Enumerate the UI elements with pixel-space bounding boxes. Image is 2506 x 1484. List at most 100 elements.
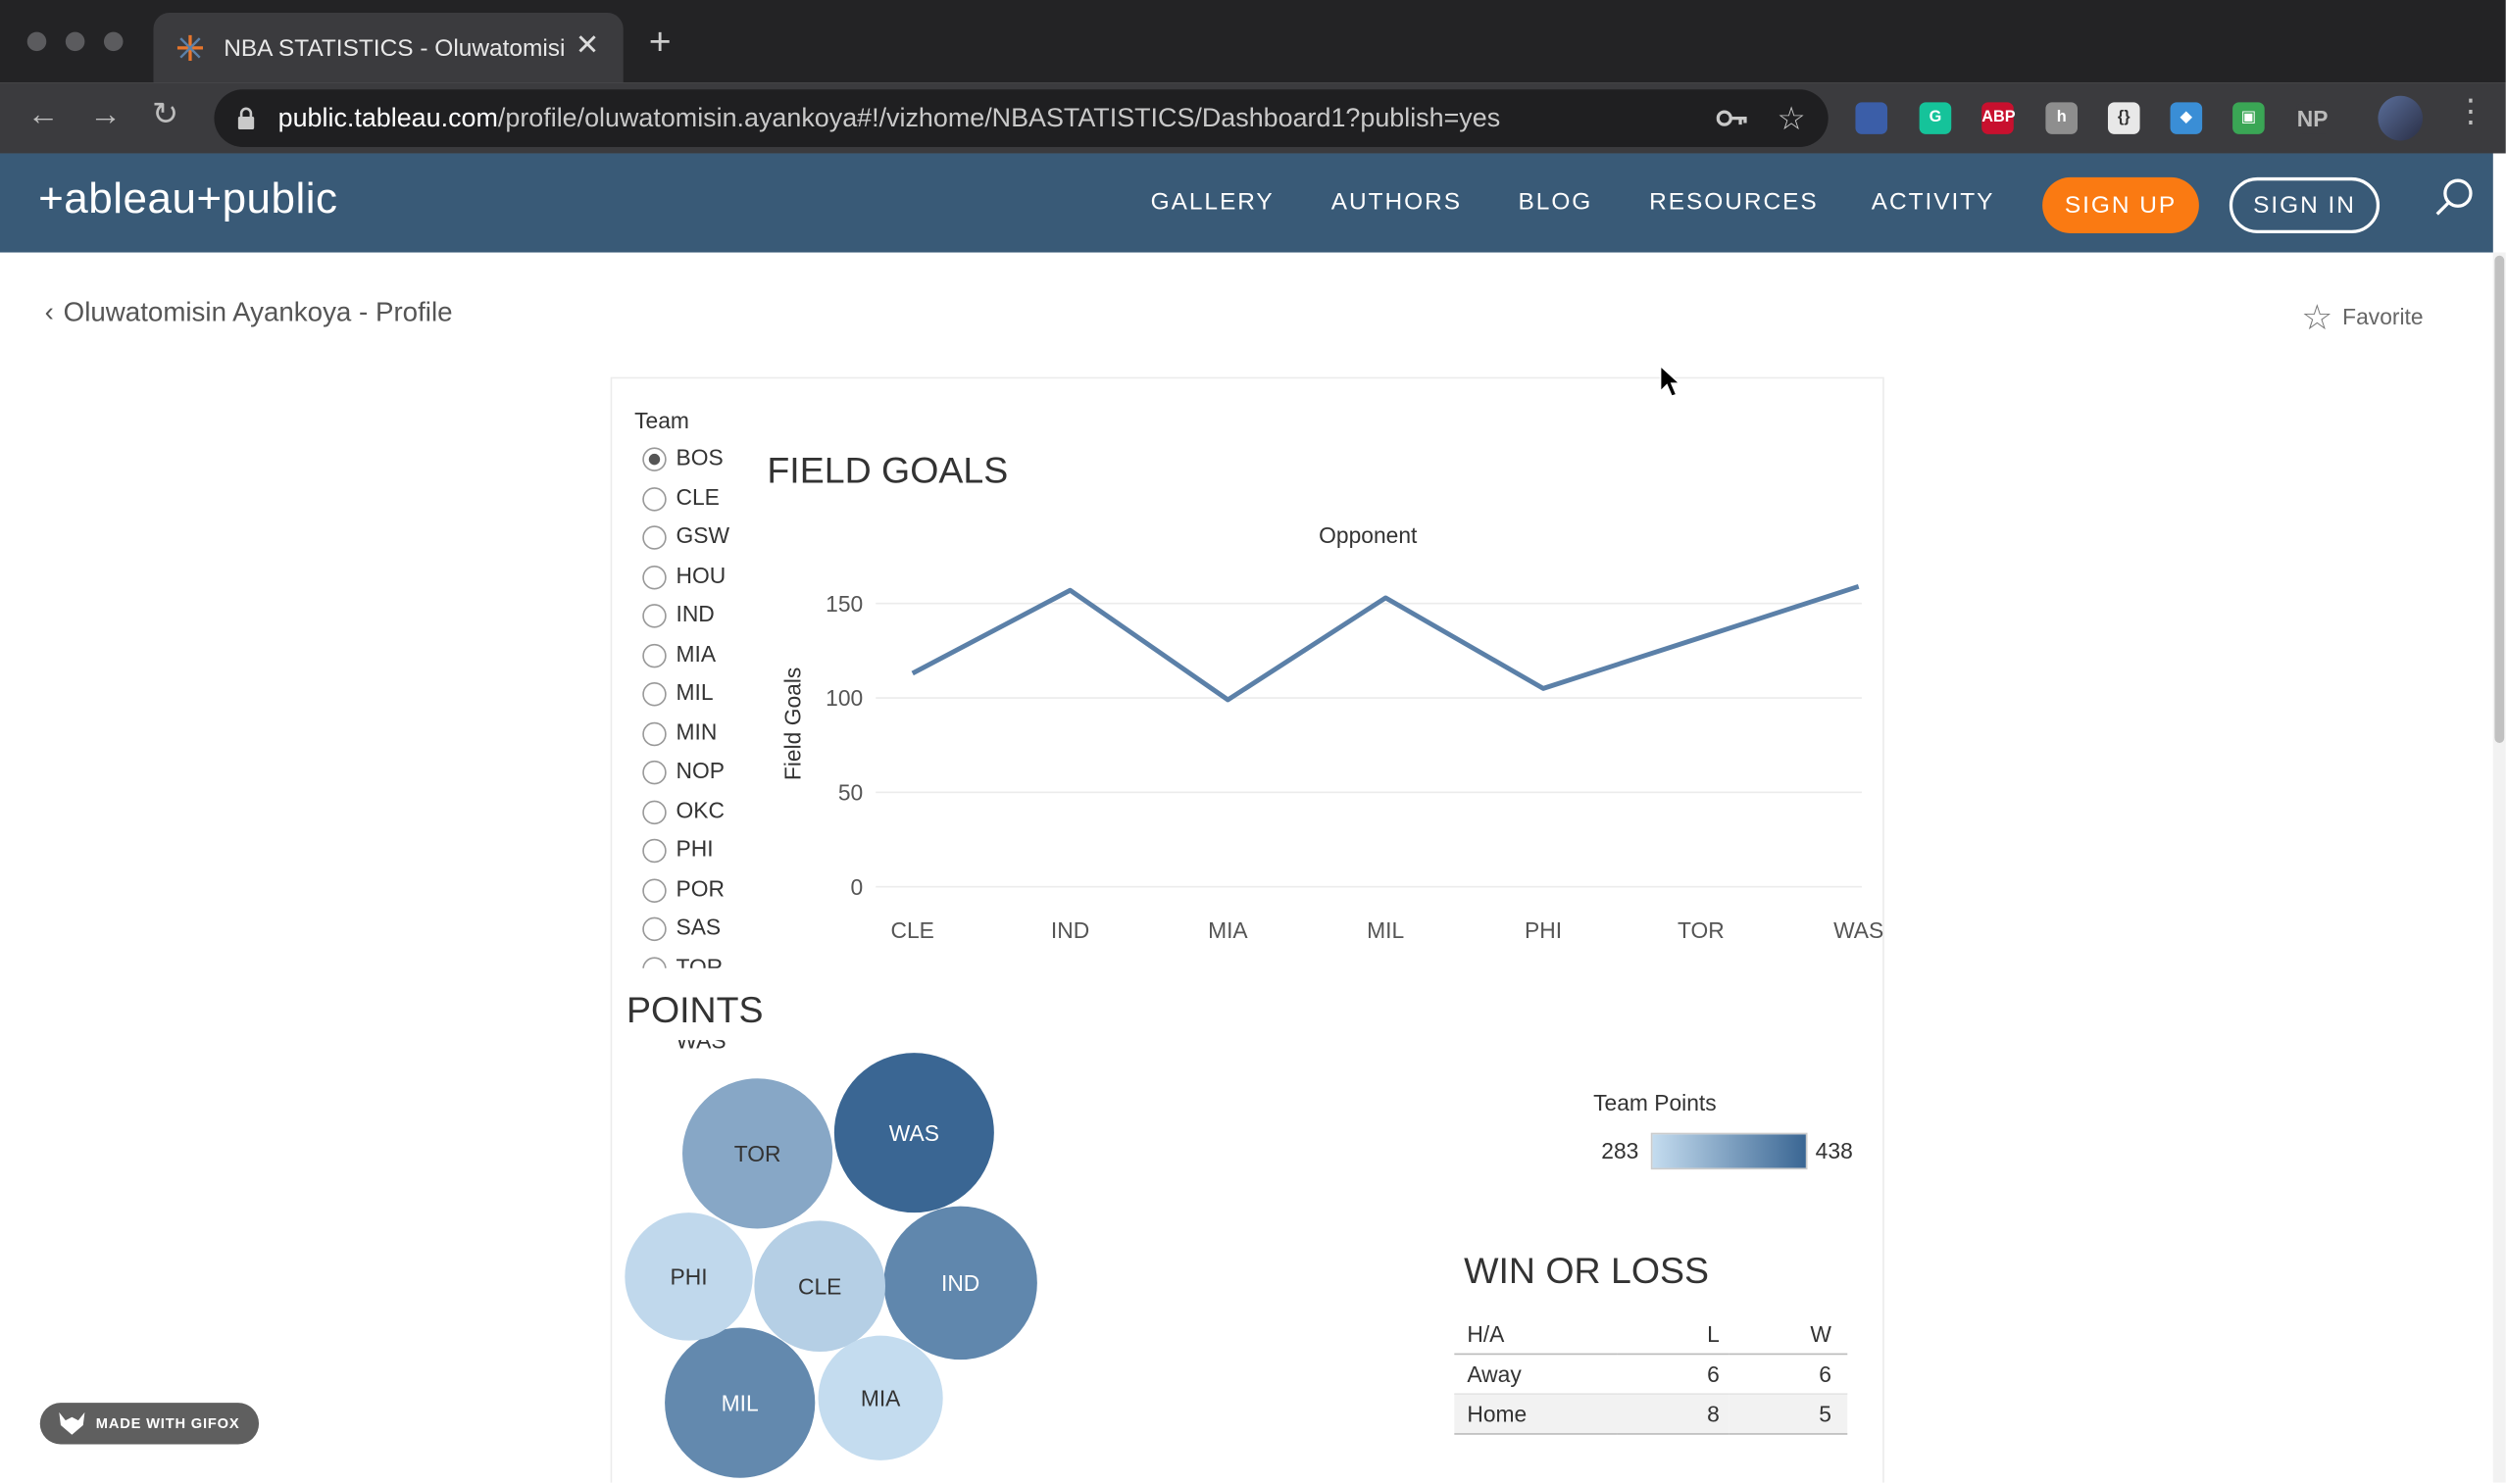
field-goals-chart[interactable]: Opponent Field Goals 0 50 100 150 CLE IND MIA MIL…	[767, 512, 1885, 959]
bubble-mia[interactable]	[818, 1335, 943, 1460]
json-viewer-icon[interactable]: {}	[2107, 102, 2140, 134]
key-icon[interactable]	[1716, 106, 1749, 131]
table-row[interactable]: Away 6 6	[1454, 1354, 1848, 1394]
nav-activity[interactable]: ACTIVITY	[1871, 188, 1995, 217]
tab-close-icon[interactable]: ✕	[575, 28, 600, 61]
data-point-was[interactable]	[1849, 577, 1869, 597]
browser-tab[interactable]: NBA STATISTICS - Oluwatomisin ✕	[153, 13, 624, 83]
tableau-ext-icon[interactable]: h	[2045, 102, 2078, 134]
team-filter-list-tail: WAS	[636, 1040, 748, 1053]
points-bubble-chart[interactable]: WAS IND MIL TOR CLE PHI MIA	[612, 1039, 1059, 1483]
search-icon[interactable]	[2432, 175, 2478, 221]
bubble-cle[interactable]	[754, 1220, 886, 1352]
team-radio-bos[interactable]	[642, 447, 667, 471]
y-axis-label: Field Goals	[780, 668, 806, 780]
window-zoom-button[interactable]	[103, 31, 124, 52]
bubble-label: TOR	[734, 1141, 781, 1166]
team-radio-sas[interactable]	[642, 916, 667, 942]
back-to-profile-link[interactable]: ‹ Oluwatomisin Ayankoya - Profile	[45, 297, 453, 329]
tableau-public-logo[interactable]: +ableau+public	[38, 173, 338, 223]
reload-icon[interactable]: ↻	[151, 97, 179, 133]
points-title: POINTS	[626, 988, 764, 1031]
opponent-axis-label: Opponent	[1319, 522, 1418, 548]
bubble-was[interactable]	[833, 1053, 994, 1213]
data-point-mia[interactable]	[1219, 690, 1238, 710]
profile-avatar[interactable]	[2378, 95, 2424, 141]
favorite-button[interactable]: ☆ Favorite	[2301, 297, 2423, 338]
url-path: /profile/oluwatomisin.ayankoya#!/vizhome…	[497, 103, 1501, 133]
tab-manager-icon[interactable]	[1855, 102, 1888, 134]
x-tick-label: MIL	[1367, 917, 1404, 943]
bubble-label: WAS	[889, 1120, 939, 1146]
field-goals-title: FIELD GOALS	[767, 449, 1009, 491]
bubble-label: PHI	[671, 1264, 708, 1290]
data-point-ind[interactable]	[1061, 580, 1080, 600]
browser-menu-icon[interactable]: ⋮	[2454, 94, 2487, 130]
team-filter-label: Team	[634, 407, 689, 433]
team-points-legend-max: 438	[1815, 1137, 1853, 1163]
bubble-ind[interactable]	[883, 1206, 1037, 1360]
team-points-legend-min: 283	[1601, 1137, 1639, 1163]
y-tick-label: 50	[838, 779, 863, 805]
y-tick-label: 100	[826, 685, 863, 711]
team-radio-mil[interactable]	[642, 682, 667, 707]
fox-icon	[59, 1411, 85, 1435]
sign-up-button[interactable]: SIGN UP	[2042, 176, 2199, 233]
team-radio-tor[interactable]	[642, 956, 667, 968]
nav-gallery[interactable]: GALLERY	[1150, 188, 1275, 217]
x-tick-label: CLE	[891, 917, 934, 943]
adblock-plus-icon[interactable]: ABP	[1981, 102, 2016, 134]
data-point-tor[interactable]	[1691, 628, 1711, 648]
favorite-label: Favorite	[2342, 303, 2424, 329]
header-l: L	[1707, 1320, 1720, 1347]
team-option-label: PHI	[676, 835, 714, 862]
bubble-tor[interactable]	[682, 1078, 833, 1229]
x-tick-label: MIA	[1208, 917, 1248, 943]
sign-in-button[interactable]: SIGN IN	[2229, 176, 2381, 233]
team-radio-mia[interactable]	[642, 643, 667, 668]
data-point-mil[interactable]	[1376, 588, 1395, 608]
grammarly-icon[interactable]: G	[1919, 102, 1952, 134]
team-radio-por[interactable]	[642, 877, 667, 903]
tableau-header: +ableau+public GALLERY AUTHORS BLOG RESO…	[0, 153, 2493, 253]
data-point-phi[interactable]	[1533, 679, 1553, 699]
team-option-label: TOR	[676, 953, 724, 968]
team-radio-ind[interactable]	[642, 604, 667, 628]
team-option-label: OKC	[676, 796, 725, 822]
team-radio-phi[interactable]	[642, 838, 667, 864]
win-loss-table: H/A L W Away 6 6 Home 8 5	[1454, 1314, 1848, 1434]
address-bar[interactable]: public.tableau.com/profile/oluwatomisin.…	[214, 89, 1829, 147]
team-radio-cle[interactable]	[642, 486, 667, 511]
team-radio-nop[interactable]	[642, 760, 667, 785]
bubble-phi[interactable]	[625, 1212, 753, 1341]
team-option-label: WAS	[676, 1040, 727, 1054]
bookmark-star-icon[interactable]: ☆	[1777, 102, 1806, 138]
lock-icon	[237, 107, 255, 130]
new-tab-button[interactable]: +	[648, 21, 672, 65]
team-option-label: GSW	[676, 522, 730, 549]
forward-arrow-icon[interactable]: →	[89, 97, 122, 133]
team-radio-hou[interactable]	[642, 565, 667, 589]
nav-authors[interactable]: AUTHORS	[1330, 188, 1463, 217]
page-scrollbar-thumb[interactable]	[2494, 255, 2505, 743]
bubble-mil[interactable]	[665, 1327, 816, 1478]
gifox-badge: MADE WITH GIFOX	[39, 1403, 260, 1445]
bubble-label: MIA	[861, 1385, 901, 1410]
window-close-button[interactable]	[26, 31, 47, 52]
team-filter-list[interactable]: BOS CLE GSW HOU IND MIA MIL MIN NOP OKC PHI POR SAS T…	[636, 444, 764, 968]
np-ext-icon[interactable]: NP	[2296, 102, 2329, 134]
nav-blog[interactable]: BLOG	[1518, 188, 1593, 217]
web-ext-icon[interactable]: ◆	[2170, 102, 2203, 134]
back-arrow-icon[interactable]: ←	[26, 97, 60, 133]
star-outline-icon: ☆	[2301, 297, 2333, 337]
team-radio-gsw[interactable]	[642, 525, 667, 550]
team-radio-okc[interactable]	[642, 799, 667, 824]
nav-resources[interactable]: RESOURCES	[1649, 188, 1819, 217]
window-minimize-button[interactable]	[65, 31, 85, 52]
header-w: W	[1810, 1320, 1831, 1347]
browser-tab-bar: NBA STATISTICS - Oluwatomisin ✕ +	[0, 0, 2506, 83]
green-ext-icon[interactable]: ▣	[2232, 102, 2265, 134]
table-row[interactable]: Home 8 5	[1454, 1393, 1848, 1434]
data-point-cle[interactable]	[903, 664, 923, 683]
team-radio-min[interactable]	[642, 720, 667, 746]
